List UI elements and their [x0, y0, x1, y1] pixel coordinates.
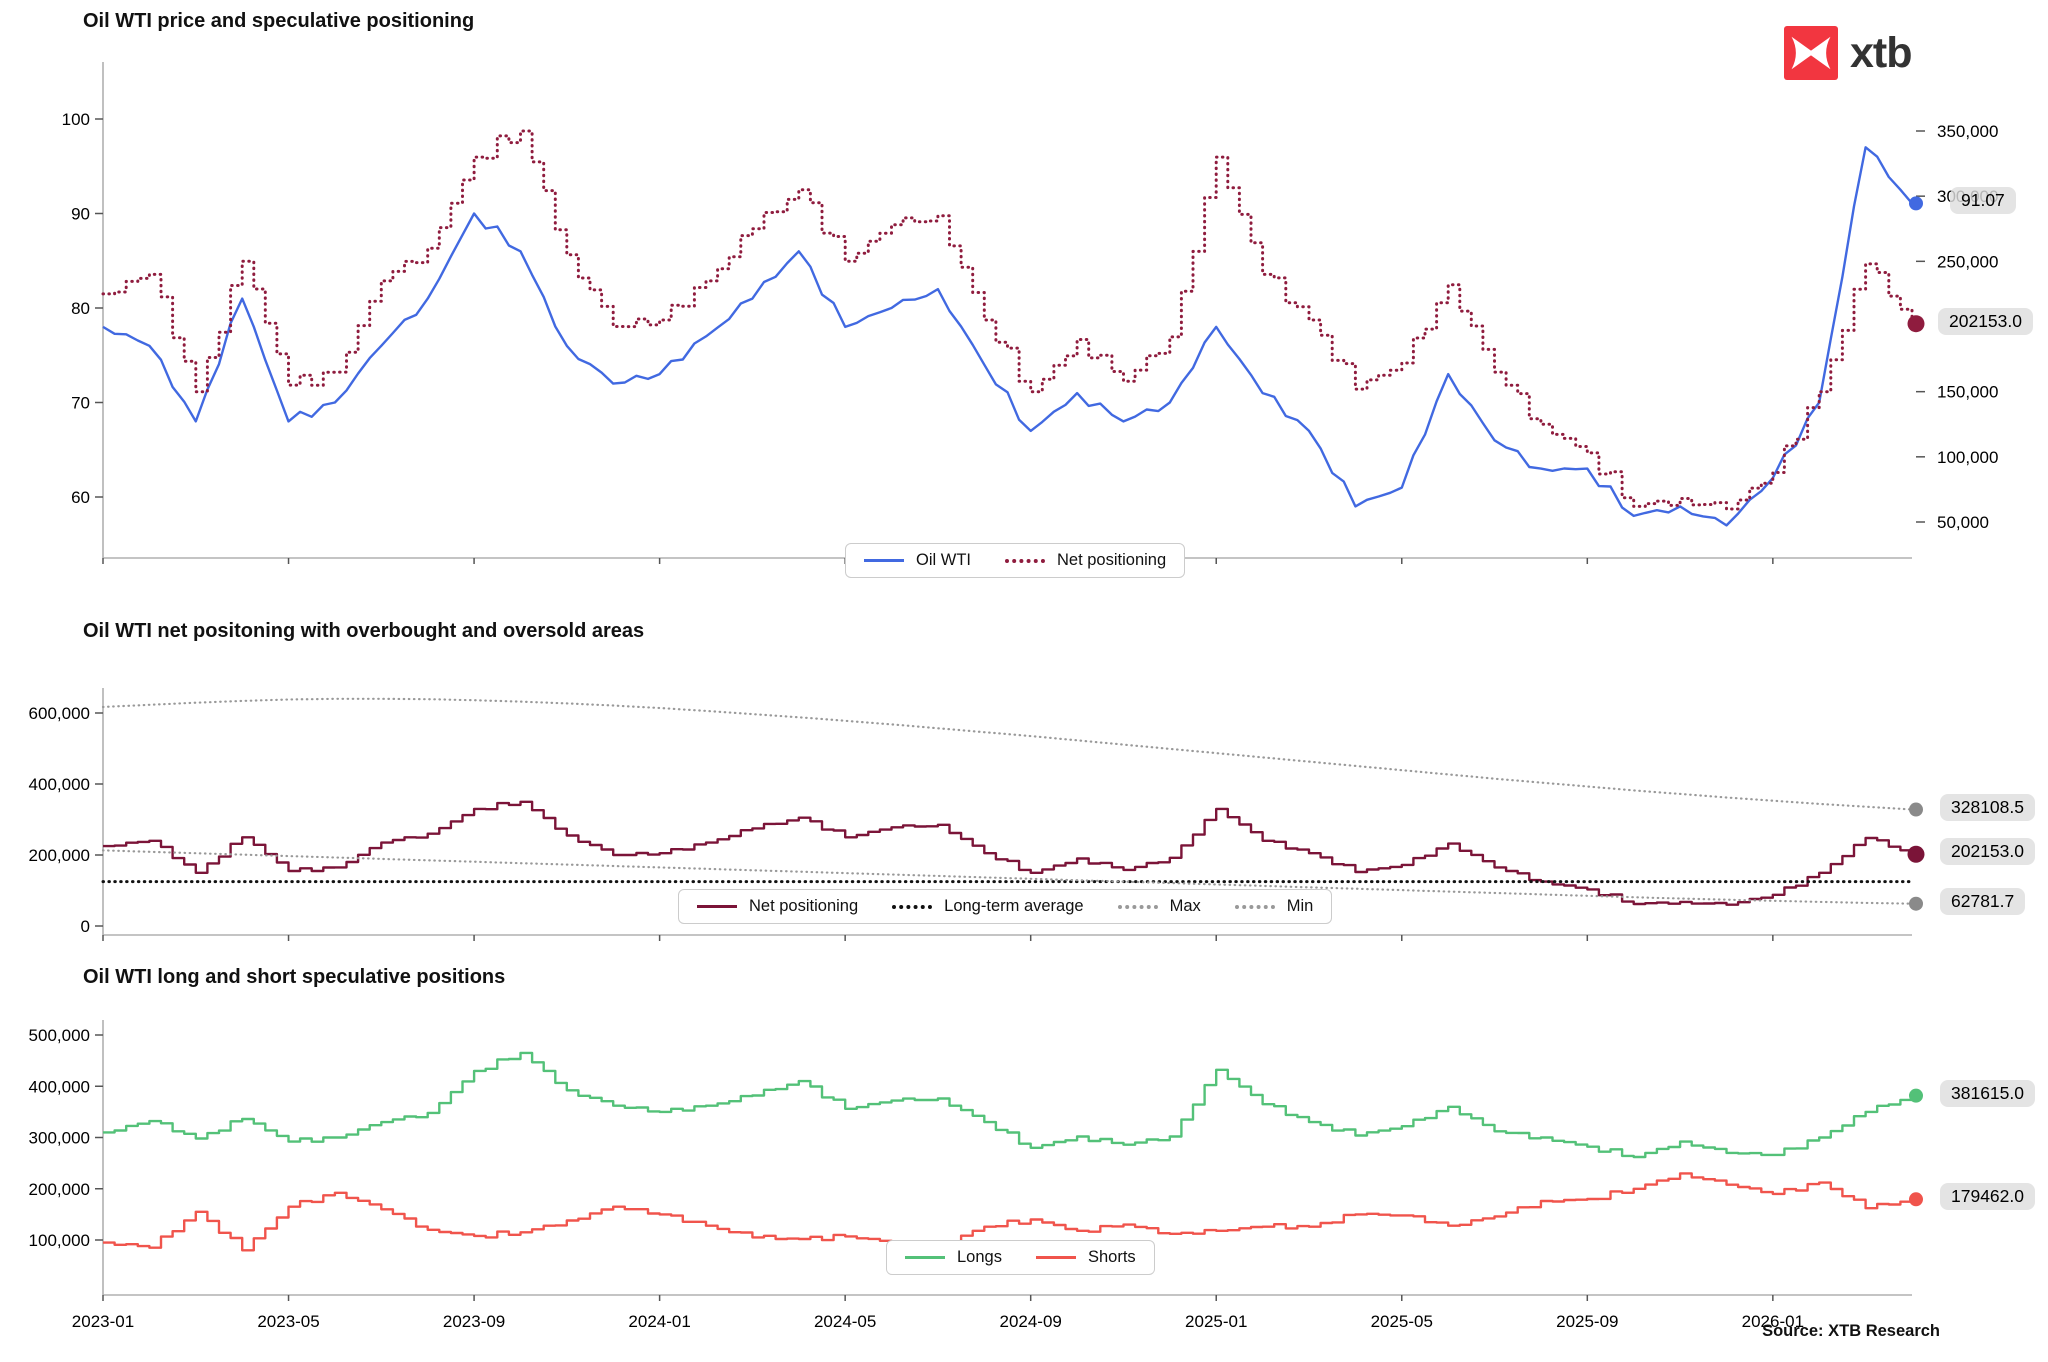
chart2-title: Oil WTI net positoning with overbought a… — [83, 620, 645, 642]
x-tick-label: 2026-01 — [1742, 1312, 1804, 1331]
x-tick-label: 2025-05 — [1371, 1312, 1433, 1331]
y-tick-label: 0 — [81, 917, 90, 936]
legend-line-sample — [1035, 1256, 1076, 1259]
last-value-dot — [1909, 896, 1923, 911]
y-tick-label: 100 — [62, 110, 90, 129]
legend-label: Min — [1286, 897, 1314, 915]
last-value-dot — [1909, 1088, 1923, 1103]
x-tick-label: 2025-09 — [1556, 1312, 1618, 1331]
last-value-label: 91.07 — [1950, 187, 2016, 215]
x-tick-label: 2023-05 — [257, 1312, 319, 1331]
legend-item-oil-wti: Oil WTI — [864, 551, 971, 570]
y2-tick-label: 150,000 — [1937, 383, 1998, 402]
last-value-dot — [1907, 315, 1925, 333]
legend-item-shorts: Shorts — [1035, 1248, 1136, 1267]
last-value-label: 62781.7 — [1940, 887, 2026, 915]
legend-item-net-positioning: Net positioning — [1005, 551, 1166, 570]
y2-tick-label: 100,000 — [1937, 448, 1998, 467]
legend-line-sample — [864, 559, 904, 562]
y-tick-label: 300,000 — [29, 1129, 90, 1148]
x-tick-label: 2024-05 — [814, 1312, 876, 1331]
legend-label: Long-term average — [944, 897, 1084, 915]
y-tick-label: 100,000 — [29, 1231, 90, 1250]
legend-item-longs: Longs — [905, 1248, 1002, 1267]
last-value-label: 202153.0 — [1938, 307, 2033, 335]
y-tick-label: 600,000 — [29, 704, 90, 723]
y-tick-label: 400,000 — [29, 775, 90, 794]
y-tick-label: 200,000 — [29, 1180, 90, 1199]
legend-item-long-term-average: Long-term average — [892, 897, 1084, 916]
chart3-title: Oil WTI long and short speculative posit… — [83, 966, 506, 988]
last-value-dot — [1909, 196, 1923, 211]
chart1-title: Oil WTI price and speculative positionin… — [83, 10, 475, 32]
y2-tick-label: 50,000 — [1937, 513, 1989, 532]
y-tick-label: 80 — [71, 299, 90, 318]
last-value-dot — [1907, 845, 1925, 863]
y-tick-label: 70 — [71, 394, 90, 413]
x-tick-label: 2023-01 — [72, 1312, 134, 1331]
last-value-label: 381615.0 — [1940, 1079, 2035, 1107]
legend-label: Oil WTI — [916, 551, 971, 569]
legend-item-max: Max — [1117, 897, 1201, 916]
legend-label: Net positioning — [1057, 551, 1167, 569]
series-max — [101, 697, 1914, 811]
last-value-label: 179462.0 — [1940, 1183, 2035, 1211]
source-note: Source: XTB Research — [1762, 1322, 1940, 1340]
series-net-positioning — [101, 129, 1914, 511]
legend-line-sample — [892, 904, 933, 909]
last-value-label: 202153.0 — [1940, 838, 2035, 866]
legend-line-sample — [1117, 904, 1158, 909]
y-tick-label: 400,000 — [29, 1077, 90, 1096]
legend-line-sample — [905, 1256, 945, 1259]
legend-item-net-positioning: Net positioning — [697, 897, 858, 916]
last-value-label: 328108.5 — [1940, 793, 2035, 821]
series-longs — [103, 1051, 1914, 1159]
x-tick-label: 2024-09 — [999, 1312, 1061, 1331]
last-value-dot — [1909, 802, 1923, 817]
x-tick-label: 2024-01 — [628, 1312, 690, 1331]
series-min — [101, 849, 1914, 905]
y-tick-label: 200,000 — [29, 846, 90, 865]
chart3-legend: Longs Shorts — [886, 1240, 1155, 1275]
legend-label: Shorts — [1087, 1248, 1136, 1266]
xtb-logo-text: xtb — [1850, 28, 1912, 77]
chart2-legend: Net positioning Long-term average Max Min — [678, 889, 1333, 924]
legend-label: Longs — [957, 1248, 1002, 1266]
legend-line-sample — [1005, 558, 1045, 563]
x-tick-label: 2023-09 — [443, 1312, 505, 1331]
y-tick-label: 90 — [71, 205, 90, 224]
legend-label: Max — [1169, 897, 1201, 915]
xtb-logo-mark-icon — [1784, 26, 1838, 80]
y2-tick-label: 350,000 — [1937, 122, 1998, 141]
xtb-logo: xtb — [1784, 26, 1912, 80]
last-value-dot — [1909, 1192, 1923, 1207]
series-net-positioning — [103, 800, 1914, 906]
legend-line-sample — [1234, 904, 1275, 909]
y-tick-label: 500,000 — [29, 1026, 90, 1045]
y2-tick-label: 250,000 — [1937, 252, 1998, 271]
legend-line-sample — [697, 905, 737, 908]
series-oil-wti — [102, 146, 1913, 527]
legend-label: Net positioning — [749, 897, 859, 915]
series-shorts — [103, 1172, 1914, 1252]
chart1-legend: Oil WTI Net positioning — [845, 543, 1186, 578]
legend-item-min: Min — [1234, 897, 1314, 916]
x-tick-label: 2025-01 — [1185, 1312, 1247, 1331]
y-tick-label: 60 — [71, 488, 90, 507]
